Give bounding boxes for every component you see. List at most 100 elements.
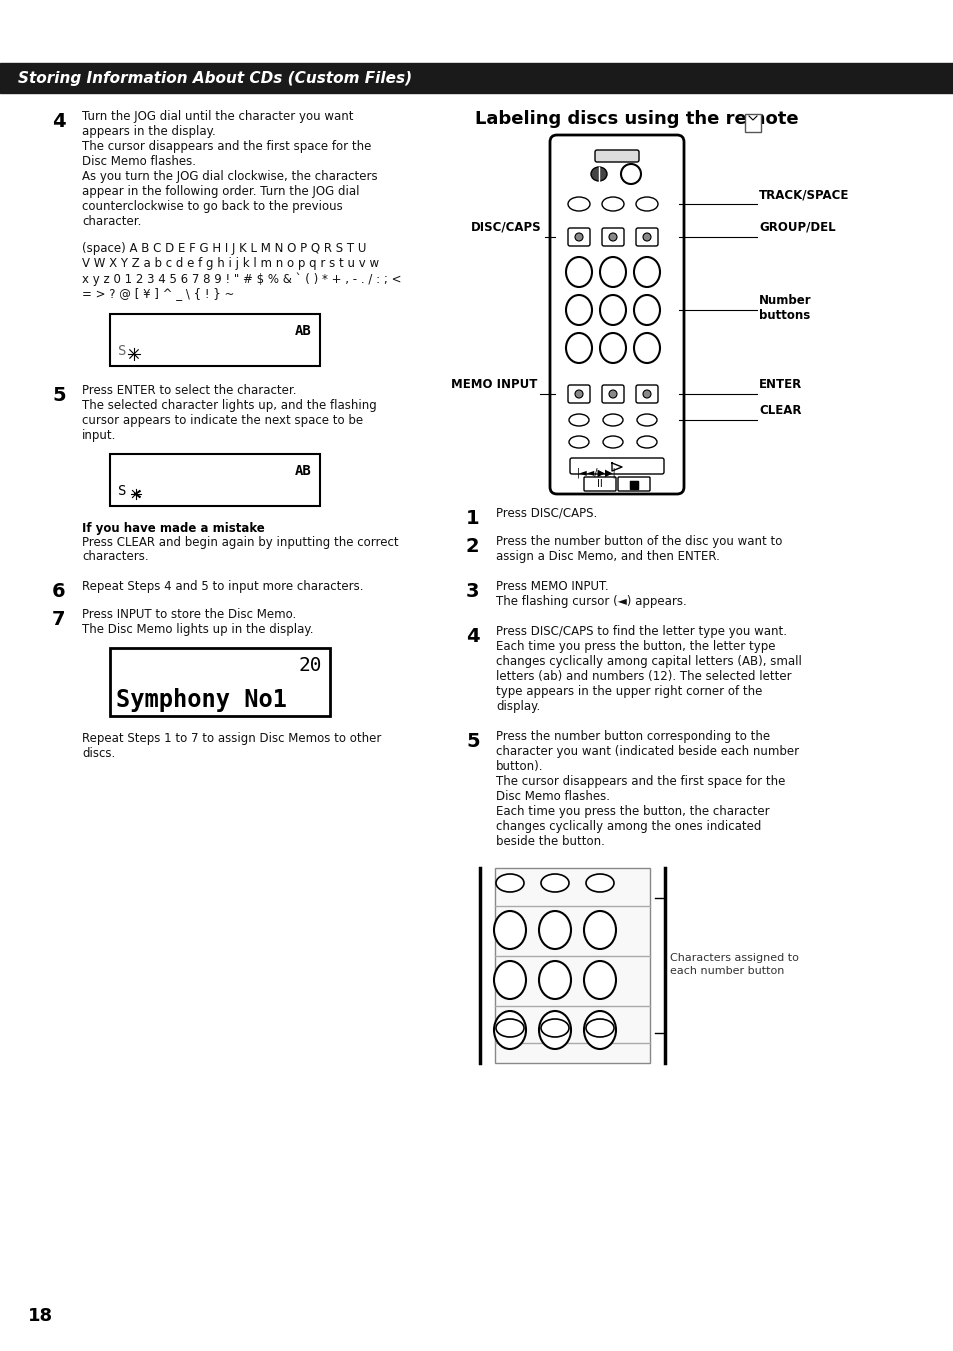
Text: Symphony No1: Symphony No1 xyxy=(116,688,287,712)
Text: = > ? @ [ ¥ ] ^ _ \ { ! } ~: = > ? @ [ ¥ ] ^ _ \ { ! } ~ xyxy=(82,286,234,300)
Ellipse shape xyxy=(585,874,614,892)
Text: 4: 4 xyxy=(52,112,66,131)
Bar xyxy=(629,481,638,489)
FancyBboxPatch shape xyxy=(550,135,683,494)
Text: The cursor disappears and the first space for the: The cursor disappears and the first spac… xyxy=(82,141,371,153)
Text: beside the button.: beside the button. xyxy=(496,835,604,848)
Text: character you want (indicated beside each number: character you want (indicated beside eac… xyxy=(496,744,799,758)
Ellipse shape xyxy=(565,332,592,363)
FancyBboxPatch shape xyxy=(636,385,658,403)
Text: character.: character. xyxy=(82,215,141,228)
Ellipse shape xyxy=(599,332,625,363)
Ellipse shape xyxy=(538,911,571,948)
Ellipse shape xyxy=(590,168,606,181)
Text: Press DISC/CAPS.: Press DISC/CAPS. xyxy=(496,507,597,520)
Bar xyxy=(0,63,953,93)
Text: AB: AB xyxy=(294,324,312,338)
Text: S: S xyxy=(118,484,126,499)
Text: AB: AB xyxy=(294,463,312,478)
Bar xyxy=(110,313,319,366)
Ellipse shape xyxy=(496,1019,523,1038)
Text: cursor appears to indicate the next space to be: cursor appears to indicate the next spac… xyxy=(82,413,363,427)
Text: (space) A B C D E F G H I J K L M N O P Q R S T U: (space) A B C D E F G H I J K L M N O P … xyxy=(82,242,366,255)
Text: If you have made a mistake: If you have made a mistake xyxy=(82,521,265,535)
Text: Press the number button corresponding to the: Press the number button corresponding to… xyxy=(496,730,769,743)
Text: changes cyclically among the ones indicated: changes cyclically among the ones indica… xyxy=(496,820,760,834)
Text: 6: 6 xyxy=(52,582,66,601)
Ellipse shape xyxy=(637,436,657,449)
Text: S: S xyxy=(118,345,126,358)
Text: Repeat Steps 4 and 5 to input more characters.: Repeat Steps 4 and 5 to input more chara… xyxy=(82,580,363,593)
Ellipse shape xyxy=(642,232,650,240)
Ellipse shape xyxy=(636,197,658,211)
Ellipse shape xyxy=(601,197,623,211)
Text: Press DISC/CAPS to find the letter type you want.: Press DISC/CAPS to find the letter type … xyxy=(496,626,786,638)
Bar xyxy=(110,454,319,507)
Text: II: II xyxy=(597,480,602,489)
Ellipse shape xyxy=(634,295,659,326)
Ellipse shape xyxy=(494,911,525,948)
Ellipse shape xyxy=(494,1011,525,1048)
Ellipse shape xyxy=(575,390,582,399)
Text: 18: 18 xyxy=(28,1306,53,1325)
Text: Turn the JOG dial until the character you want: Turn the JOG dial until the character yo… xyxy=(82,109,354,123)
Text: 7: 7 xyxy=(52,611,66,630)
Text: MEMO INPUT: MEMO INPUT xyxy=(450,378,537,390)
Text: 3: 3 xyxy=(465,582,479,601)
Ellipse shape xyxy=(599,295,625,326)
Text: Press MEMO INPUT.: Press MEMO INPUT. xyxy=(496,580,608,593)
Text: V W X Y Z a b c d e f g h i j k l m n o p q r s t u v w: V W X Y Z a b c d e f g h i j k l m n o … xyxy=(82,257,378,270)
Ellipse shape xyxy=(599,257,625,286)
FancyBboxPatch shape xyxy=(618,477,649,490)
Ellipse shape xyxy=(496,874,523,892)
Text: Press INPUT to store the Disc Memo.: Press INPUT to store the Disc Memo. xyxy=(82,608,296,621)
Ellipse shape xyxy=(565,295,592,326)
Text: buttons: buttons xyxy=(759,309,809,322)
Ellipse shape xyxy=(575,232,582,240)
Text: counterclockwise to go back to the previous: counterclockwise to go back to the previ… xyxy=(82,200,342,213)
Text: type appears in the upper right corner of the: type appears in the upper right corner o… xyxy=(496,685,761,698)
Text: 2: 2 xyxy=(465,536,479,557)
Text: GROUP/DEL: GROUP/DEL xyxy=(759,222,835,234)
Text: The Disc Memo lights up in the display.: The Disc Memo lights up in the display. xyxy=(82,623,314,636)
Ellipse shape xyxy=(583,961,616,998)
Text: display.: display. xyxy=(496,700,539,713)
Text: appear in the following order. Turn the JOG dial: appear in the following order. Turn the … xyxy=(82,185,359,199)
Ellipse shape xyxy=(608,390,617,399)
Ellipse shape xyxy=(602,436,622,449)
Text: Characters assigned to: Characters assigned to xyxy=(669,952,798,963)
Bar xyxy=(495,867,649,1063)
FancyBboxPatch shape xyxy=(567,385,589,403)
Text: characters.: characters. xyxy=(82,550,149,563)
Text: discs.: discs. xyxy=(82,747,115,761)
Text: The flashing cursor (◄) appears.: The flashing cursor (◄) appears. xyxy=(496,594,686,608)
Ellipse shape xyxy=(634,257,659,286)
Ellipse shape xyxy=(602,413,622,426)
Text: 5: 5 xyxy=(52,386,66,405)
Text: 5: 5 xyxy=(465,732,479,751)
Text: Disc Memo flashes.: Disc Memo flashes. xyxy=(82,155,195,168)
Text: ENTER: ENTER xyxy=(759,378,801,390)
Text: each number button: each number button xyxy=(669,966,783,975)
Text: As you turn the JOG dial clockwise, the characters: As you turn the JOG dial clockwise, the … xyxy=(82,170,377,182)
Text: Press ENTER to select the character.: Press ENTER to select the character. xyxy=(82,384,296,397)
Bar xyxy=(110,648,330,716)
Ellipse shape xyxy=(538,1011,571,1048)
Ellipse shape xyxy=(568,436,588,449)
Ellipse shape xyxy=(540,874,568,892)
Bar xyxy=(744,113,760,132)
FancyBboxPatch shape xyxy=(567,228,589,246)
FancyBboxPatch shape xyxy=(569,458,663,474)
Ellipse shape xyxy=(494,961,525,998)
Text: input.: input. xyxy=(82,430,116,442)
Text: Press CLEAR and begin again by inputting the correct: Press CLEAR and begin again by inputting… xyxy=(82,536,398,549)
FancyBboxPatch shape xyxy=(601,228,623,246)
Text: The cursor disappears and the first space for the: The cursor disappears and the first spac… xyxy=(496,775,784,788)
Ellipse shape xyxy=(642,390,650,399)
Text: Repeat Steps 1 to 7 to assign Disc Memos to other: Repeat Steps 1 to 7 to assign Disc Memos… xyxy=(82,732,381,744)
Text: |◄◄/▶▶|: |◄◄/▶▶| xyxy=(577,467,617,478)
Ellipse shape xyxy=(568,413,588,426)
FancyBboxPatch shape xyxy=(595,150,639,162)
Ellipse shape xyxy=(583,911,616,948)
Text: Labeling discs using the remote: Labeling discs using the remote xyxy=(475,109,798,128)
